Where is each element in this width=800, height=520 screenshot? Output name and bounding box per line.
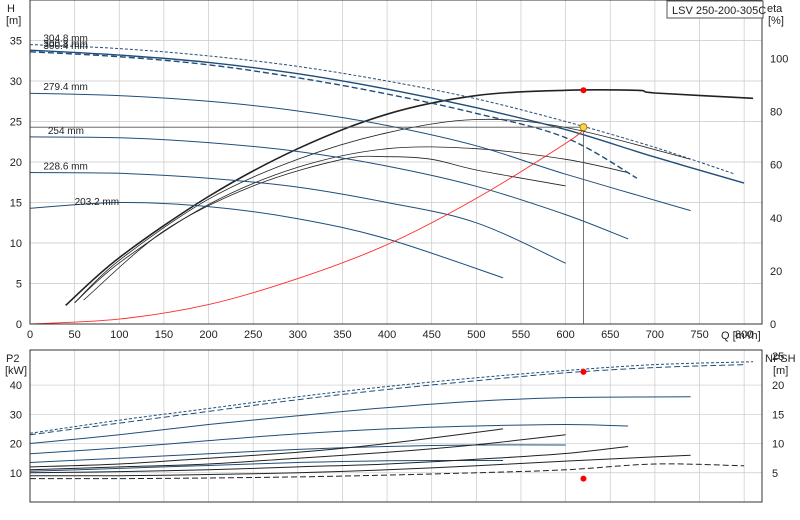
- plot-frames: [29, 0, 763, 503]
- npsh-curve: [29, 428, 504, 468]
- impeller-label: 300.4 mm: [43, 41, 87, 52]
- x-tick-label: 300: [289, 329, 307, 341]
- frame-top: [29, 0, 763, 325]
- frame-bottom: [29, 349, 763, 503]
- x-tick-label: 350: [333, 329, 351, 341]
- h-tick-label: 0: [16, 319, 22, 331]
- impeller-label: 203.2 mm: [75, 197, 119, 208]
- impeller-label: 254 mm: [48, 126, 84, 137]
- impeller-curve: [29, 172, 566, 264]
- x-tick-label: 600: [556, 329, 574, 341]
- model-title: LSV 250-200-305C: [672, 5, 766, 17]
- power-curve: [29, 361, 754, 434]
- npsh-tick-label: 10: [772, 439, 784, 451]
- h-axis-label: H: [7, 3, 15, 15]
- duty-npsh-marker: [580, 475, 587, 482]
- x-tick-label: 800: [735, 329, 753, 341]
- x-tick-label: 0: [27, 329, 33, 341]
- h-tick-label: 30: [10, 76, 22, 88]
- duty-eta-marker: [580, 87, 587, 94]
- efficiency-curve: [65, 88, 754, 306]
- series-power-npsh: [29, 361, 754, 482]
- duty-point-marker: [579, 123, 588, 132]
- power-curve: [29, 459, 504, 472]
- efficiency-curve: [74, 146, 629, 304]
- h-unit-label: [m]: [6, 15, 21, 27]
- x-tick-label: 650: [601, 329, 619, 341]
- p2-axis-label: P2: [6, 353, 19, 365]
- impeller-curve: [29, 92, 691, 212]
- eta-tick-label: 20: [770, 266, 782, 278]
- h-tick-label: 35: [10, 36, 22, 48]
- h-tick-label: 10: [10, 238, 22, 250]
- npsh-tick-label: 20: [772, 380, 784, 392]
- system-curve: [29, 129, 584, 325]
- grid-bottom: [29, 350, 762, 502]
- npsh-curve: [29, 446, 629, 474]
- power-curve: [29, 396, 691, 444]
- eta-tick-label: 100: [770, 53, 788, 65]
- p2-tick-label: 20: [10, 439, 22, 451]
- x-tick-label: 250: [244, 329, 262, 341]
- x-tick-label: 200: [199, 329, 217, 341]
- npsh-axis-label: NPSH: [765, 353, 796, 365]
- eta-tick-label: 80: [770, 107, 782, 119]
- npsh-curve: [29, 454, 691, 477]
- impeller-curve: [29, 49, 745, 184]
- h-tick-label: 25: [10, 117, 22, 129]
- impeller-label: 279.4 mm: [43, 82, 87, 93]
- h-tick-label: 5: [16, 279, 22, 291]
- efficiency-curve: [83, 155, 566, 301]
- npsh-tick-label: 25: [772, 351, 784, 363]
- h-tick-label: 20: [10, 157, 22, 169]
- q-axis-label: Q [m³/h]: [721, 330, 761, 342]
- duty-power-marker: [580, 368, 587, 375]
- impeller-curve: [29, 44, 736, 175]
- x-tick-label: 700: [646, 329, 664, 341]
- npsh-curve: [29, 434, 566, 471]
- efficiency-curve: [74, 118, 691, 304]
- eta-tick-label: 40: [770, 213, 782, 225]
- x-tick-label: 150: [155, 329, 173, 341]
- power-curve: [29, 364, 745, 436]
- eta-tick-label: 60: [770, 160, 782, 172]
- eta-unit-label: [%]: [768, 15, 784, 27]
- x-tick-label: 50: [69, 329, 81, 341]
- p2-unit-label: [kW]: [5, 365, 27, 377]
- npsh-tick-label: 5: [772, 468, 778, 480]
- x-tick-label: 550: [512, 329, 530, 341]
- p2-tick-label: 40: [10, 380, 22, 392]
- impeller-label: 300.8 mm: [43, 39, 87, 50]
- x-tick-label: 500: [467, 329, 485, 341]
- npsh-curve: [29, 463, 745, 480]
- impeller-curve: [29, 136, 629, 240]
- npsh-unit-label: [m]: [773, 365, 788, 377]
- eta-axis-label: eta: [767, 3, 783, 15]
- x-tick-label: 100: [110, 329, 128, 341]
- model-title-box: LSV 250-200-305C: [666, 0, 766, 19]
- eta-tick-label: 0: [770, 319, 776, 331]
- impeller-label: 304.8 mm: [43, 34, 87, 45]
- h-tick-label: 15: [10, 198, 22, 210]
- axis-labels: H [m] eta [%] Q [m³/h] P2 [kW] NPSH [m] …: [5, 3, 796, 480]
- impeller-curve: [29, 51, 638, 179]
- power-curve: [29, 423, 629, 455]
- x-tick-label: 750: [690, 329, 708, 341]
- npsh-tick-label: 15: [772, 409, 784, 421]
- grid-top: [29, 0, 762, 325]
- x-tick-label: 450: [423, 329, 441, 341]
- x-tick-label: 400: [378, 329, 396, 341]
- impeller-label: 228.6 mm: [43, 162, 87, 173]
- impeller-curve: [29, 201, 504, 279]
- p2-tick-label: 10: [10, 468, 22, 480]
- p2-tick-label: 30: [10, 409, 22, 421]
